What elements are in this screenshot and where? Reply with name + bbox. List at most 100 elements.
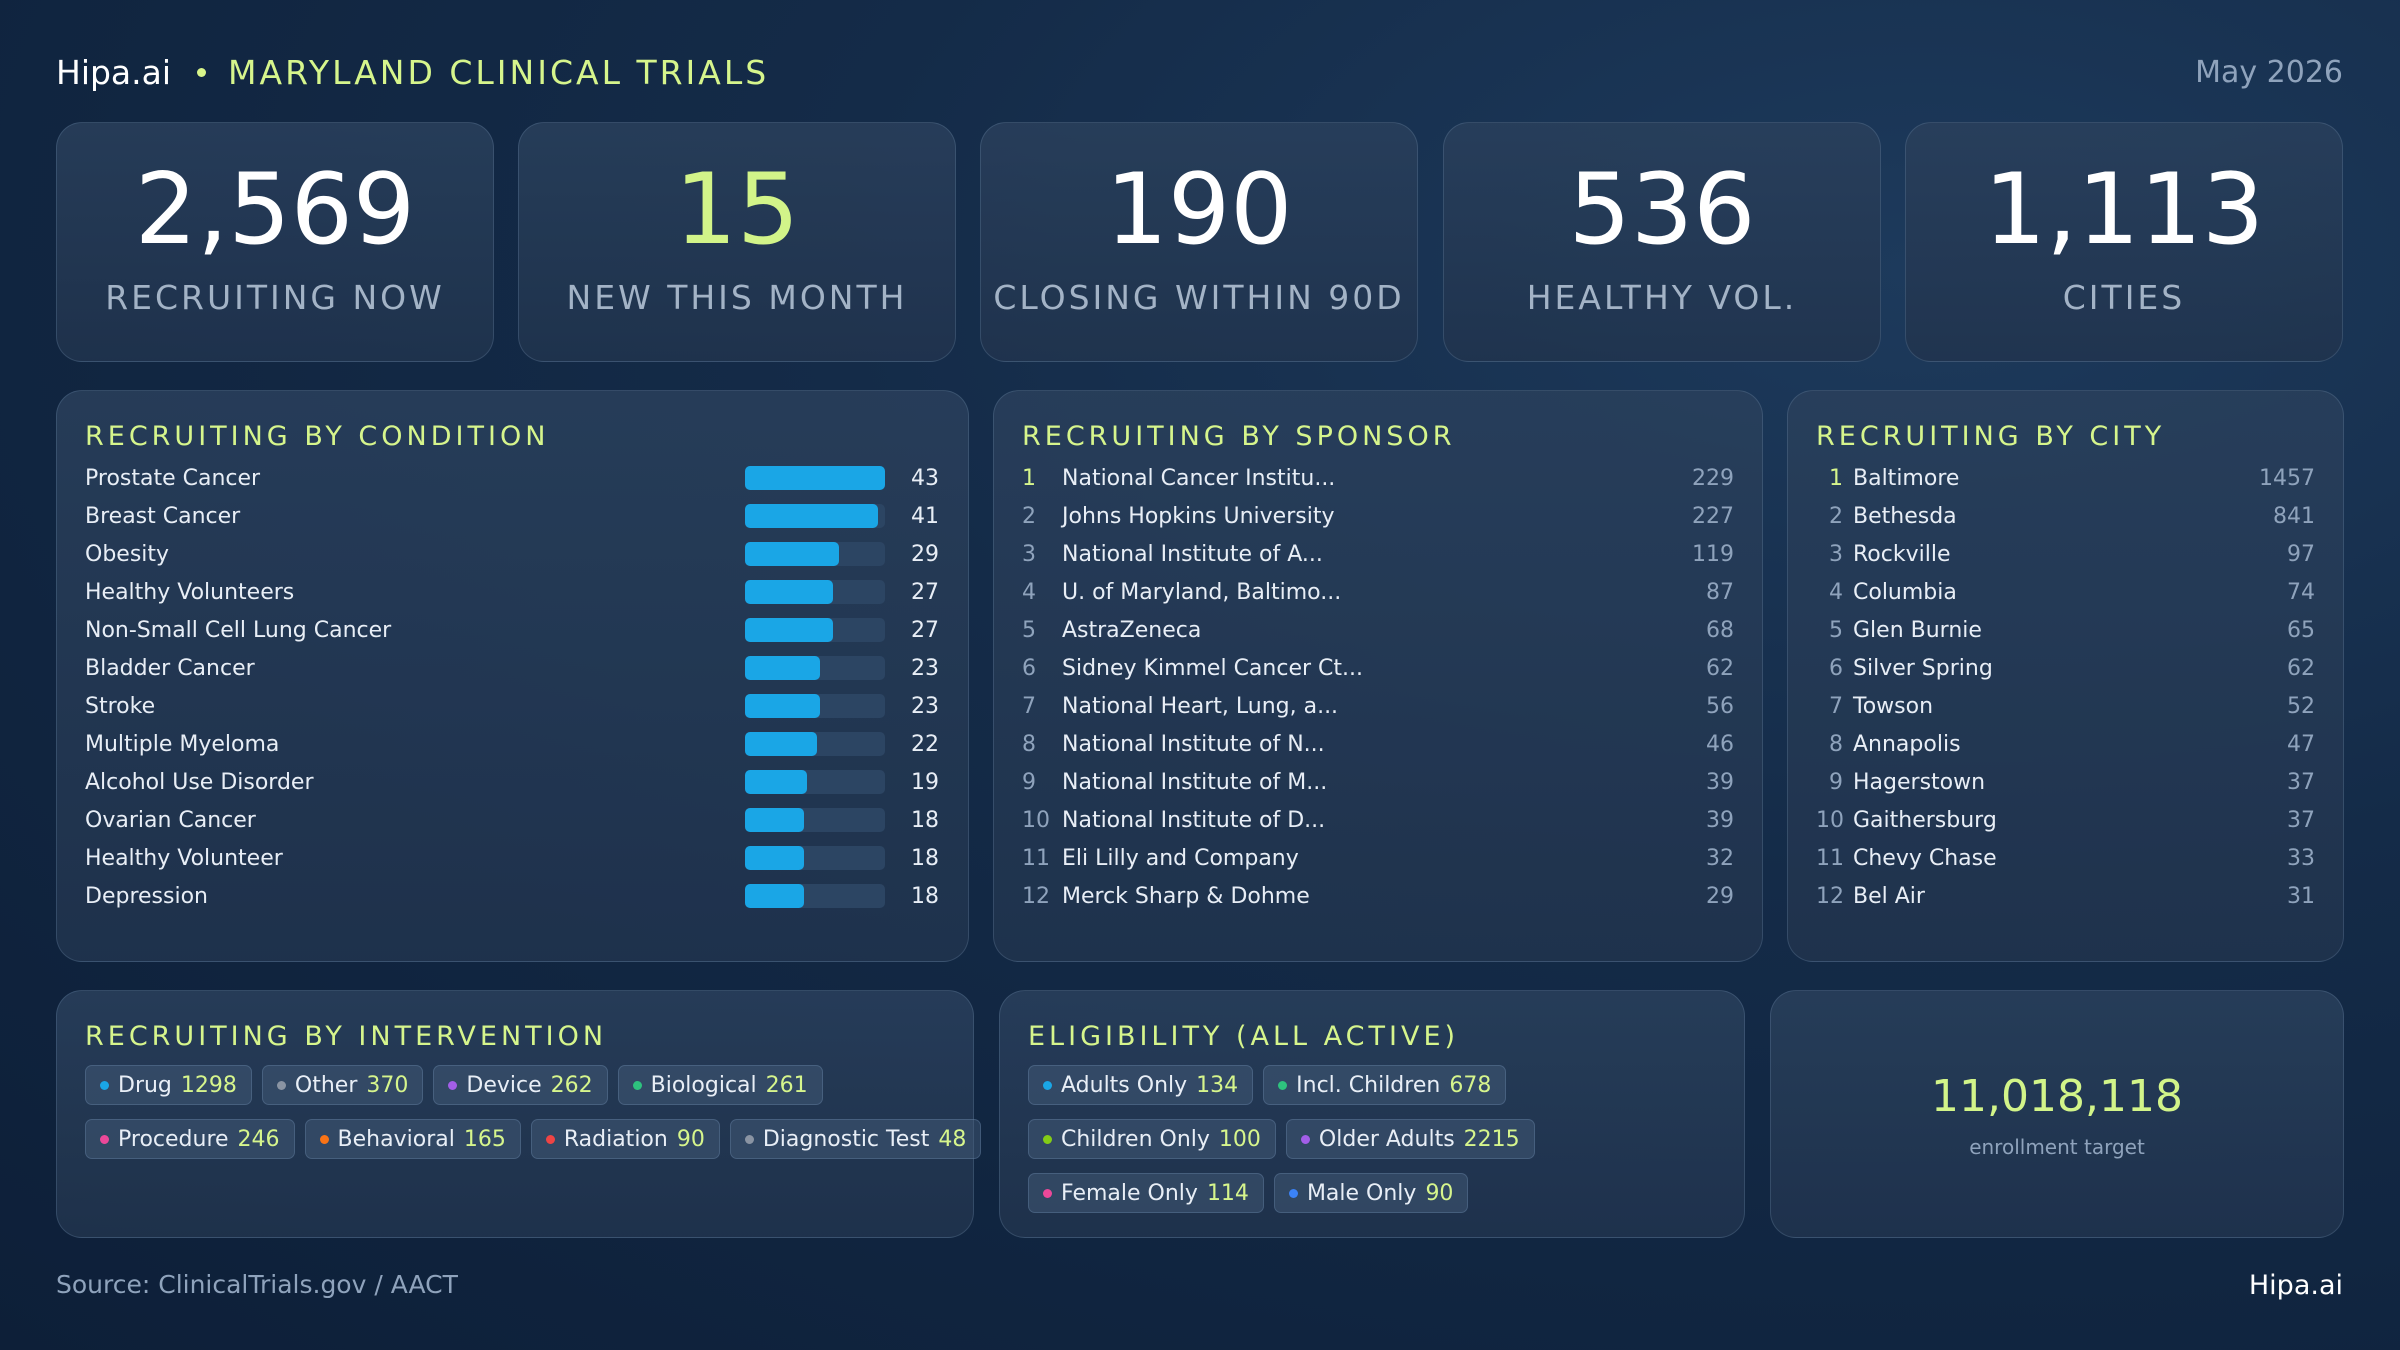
rank-number: 8 [1829, 731, 1843, 757]
city-count: 841 [2273, 503, 2315, 529]
sponsor-row[interactable]: 1 National Cancer Institu... 229 [1022, 459, 1734, 497]
kpi-value: 1,113 [1983, 153, 2265, 267]
intervention-chip[interactable]: Other 370 [261, 1065, 424, 1105]
sponsor-row[interactable]: 12 Merck Sharp & Dohme 29 [1022, 877, 1734, 915]
intervention-chip[interactable]: Device 262 [433, 1065, 608, 1105]
report-date: May 2026 [2195, 54, 2343, 90]
sponsor-count: 68 [1706, 617, 1734, 643]
eligibility-chip[interactable]: Children Only 100 [1028, 1119, 1276, 1159]
intervention-chip[interactable]: Procedure 246 [85, 1119, 295, 1159]
condition-row[interactable]: Obesity 29 [85, 535, 940, 573]
city-row[interactable]: 12 Bel Air 31 [1816, 877, 2315, 915]
rank-number: 10 [1022, 807, 1050, 833]
condition-row[interactable]: Alcohol Use Disorder 19 [85, 763, 940, 801]
kpi-label: CITIES [2062, 278, 2186, 317]
condition-name: Healthy Volunteers [85, 579, 295, 605]
brand-logo[interactable]: Hipa.ai [56, 52, 172, 92]
city-count: 47 [2287, 731, 2315, 757]
sponsor-row[interactable]: 10 National Institute of D... 39 [1022, 801, 1734, 839]
intervention-chip[interactable]: Radiation 90 [530, 1119, 720, 1159]
chip-label: Behavioral [337, 1126, 455, 1152]
sponsor-row[interactable]: 9 National Institute of M... 39 [1022, 763, 1734, 801]
condition-row[interactable]: Healthy Volunteer 18 [85, 839, 940, 877]
rank-number: 4 [1022, 579, 1036, 605]
sponsor-row[interactable]: 2 Johns Hopkins University 227 [1022, 497, 1734, 535]
intervention-chip[interactable]: Biological 261 [617, 1065, 823, 1105]
city-row[interactable]: 5 Glen Burnie 65 [1816, 611, 2315, 649]
sponsor-count: 227 [1692, 503, 1734, 529]
sponsor-count: 32 [1706, 845, 1734, 871]
city-row[interactable]: 7 Towson 52 [1816, 687, 2315, 725]
condition-bar [745, 504, 885, 528]
source-note: Source: ClinicalTrials.gov / AACT [56, 1270, 458, 1299]
sponsor-row[interactable]: 6 Sidney Kimmel Cancer Ct... 62 [1022, 649, 1734, 687]
city-row[interactable]: 8 Annapolis 47 [1816, 725, 2315, 763]
sponsor-row[interactable]: 4 U. of Maryland, Baltimo... 87 [1022, 573, 1734, 611]
city-row[interactable]: 6 Silver Spring 62 [1816, 649, 2315, 687]
city-row[interactable]: 10 Gaithersburg 37 [1816, 801, 2315, 839]
intervention-chip[interactable]: Drug 1298 [85, 1065, 252, 1105]
chip-count: 370 [366, 1072, 409, 1098]
city-row[interactable]: 3 Rockville 97 [1816, 535, 2315, 573]
rank-number: 1 [1022, 465, 1036, 491]
chip-row: Procedure 246 Behavioral 165 Radiation 90 Diag… [85, 1119, 982, 1159]
eligibility-chip[interactable]: Adults Only 134 [1028, 1065, 1254, 1105]
header: Hipa.ai MARYLAND CLINICAL TRIALS May 202… [56, 48, 2343, 96]
sponsor-name: AstraZeneca [1062, 617, 1202, 643]
city-count: 62 [2287, 655, 2315, 681]
condition-row[interactable]: Healthy Volunteers 27 [85, 573, 940, 611]
footer-brand[interactable]: Hipa.ai [2248, 1270, 2343, 1301]
condition-row[interactable]: Multiple Myeloma 22 [85, 725, 940, 763]
sponsor-name: U. of Maryland, Baltimo... [1062, 579, 1342, 605]
city-name: Chevy Chase [1853, 845, 1997, 871]
city-count: 74 [2287, 579, 2315, 605]
intervention-chips: Drug 1298 Other 370 Device 262 Biological 261 Pr… [85, 1065, 982, 1173]
sponsor-name: National Institute of D... [1062, 807, 1326, 833]
eligibility-chip[interactable]: Incl. Children 678 [1263, 1065, 1507, 1105]
city-name: Glen Burnie [1853, 617, 1982, 643]
condition-row[interactable]: Depression 18 [85, 877, 940, 915]
chip-label: Incl. Children [1296, 1072, 1441, 1098]
sponsor-row[interactable]: 7 National Heart, Lung, a... 56 [1022, 687, 1734, 725]
condition-row[interactable]: Non-Small Cell Lung Cancer 27 [85, 611, 940, 649]
rank-number: 5 [1022, 617, 1036, 643]
chip-label: Older Adults [1318, 1126, 1455, 1152]
chip-label: Drug [118, 1072, 172, 1098]
chip-count: 134 [1196, 1072, 1239, 1098]
condition-row[interactable]: Bladder Cancer 23 [85, 649, 940, 687]
city-row[interactable]: 2 Bethesda 841 [1816, 497, 2315, 535]
condition-bar [745, 618, 885, 642]
condition-count: 22 [911, 731, 939, 757]
city-row[interactable]: 1 Baltimore 1457 [1816, 459, 2315, 497]
eligibility-chip[interactable]: Male Only 90 [1273, 1173, 1469, 1213]
chip-label: Children Only [1061, 1126, 1210, 1152]
city-row[interactable]: 4 Columbia 74 [1816, 573, 2315, 611]
city-row[interactable]: 11 Chevy Chase 33 [1816, 839, 2315, 877]
condition-row[interactable]: Breast Cancer 41 [85, 497, 940, 535]
city-count: 97 [2287, 541, 2315, 567]
intervention-chip[interactable]: Diagnostic Test 48 [729, 1119, 982, 1159]
eligibility-chip[interactable]: Older Adults 2215 [1285, 1119, 1535, 1159]
eligibility-chip[interactable]: Female Only 114 [1028, 1173, 1264, 1213]
condition-row[interactable]: Stroke 23 [85, 687, 940, 725]
condition-count: 18 [911, 807, 939, 833]
city-name: Towson [1853, 693, 1934, 719]
city-row[interactable]: 9 Hagerstown 37 [1816, 763, 2315, 801]
condition-row[interactable]: Prostate Cancer 43 [85, 459, 940, 497]
sponsor-row[interactable]: 5 AstraZeneca 68 [1022, 611, 1734, 649]
sponsor-row[interactable]: 8 National Institute of N... 46 [1022, 725, 1734, 763]
chip-count: 90 [676, 1126, 705, 1152]
intervention-chip[interactable]: Behavioral 165 [304, 1119, 521, 1159]
intervention-panel: RECRUITING BY INTERVENTION Drug 1298 Other… [56, 990, 982, 1238]
condition-row[interactable]: Ovarian Cancer 18 [85, 801, 940, 839]
city-name: Bethesda [1853, 503, 1957, 529]
city-count: 31 [2287, 883, 2315, 909]
kpi-label: CLOSING WITHIN 90D [993, 278, 1405, 317]
sponsor-row[interactable]: 11 Eli Lilly and Company 32 [1022, 839, 1734, 877]
kpi-label: RECRUITING NOW [105, 278, 445, 317]
rank-number: 8 [1022, 731, 1036, 757]
section-title: ELIGIBILITY (ALL ACTIVE) [1028, 1021, 1460, 1052]
sponsor-row[interactable]: 3 National Institute of A... 119 [1022, 535, 1734, 573]
condition-bar [745, 846, 885, 870]
chip-count: 165 [463, 1126, 506, 1152]
